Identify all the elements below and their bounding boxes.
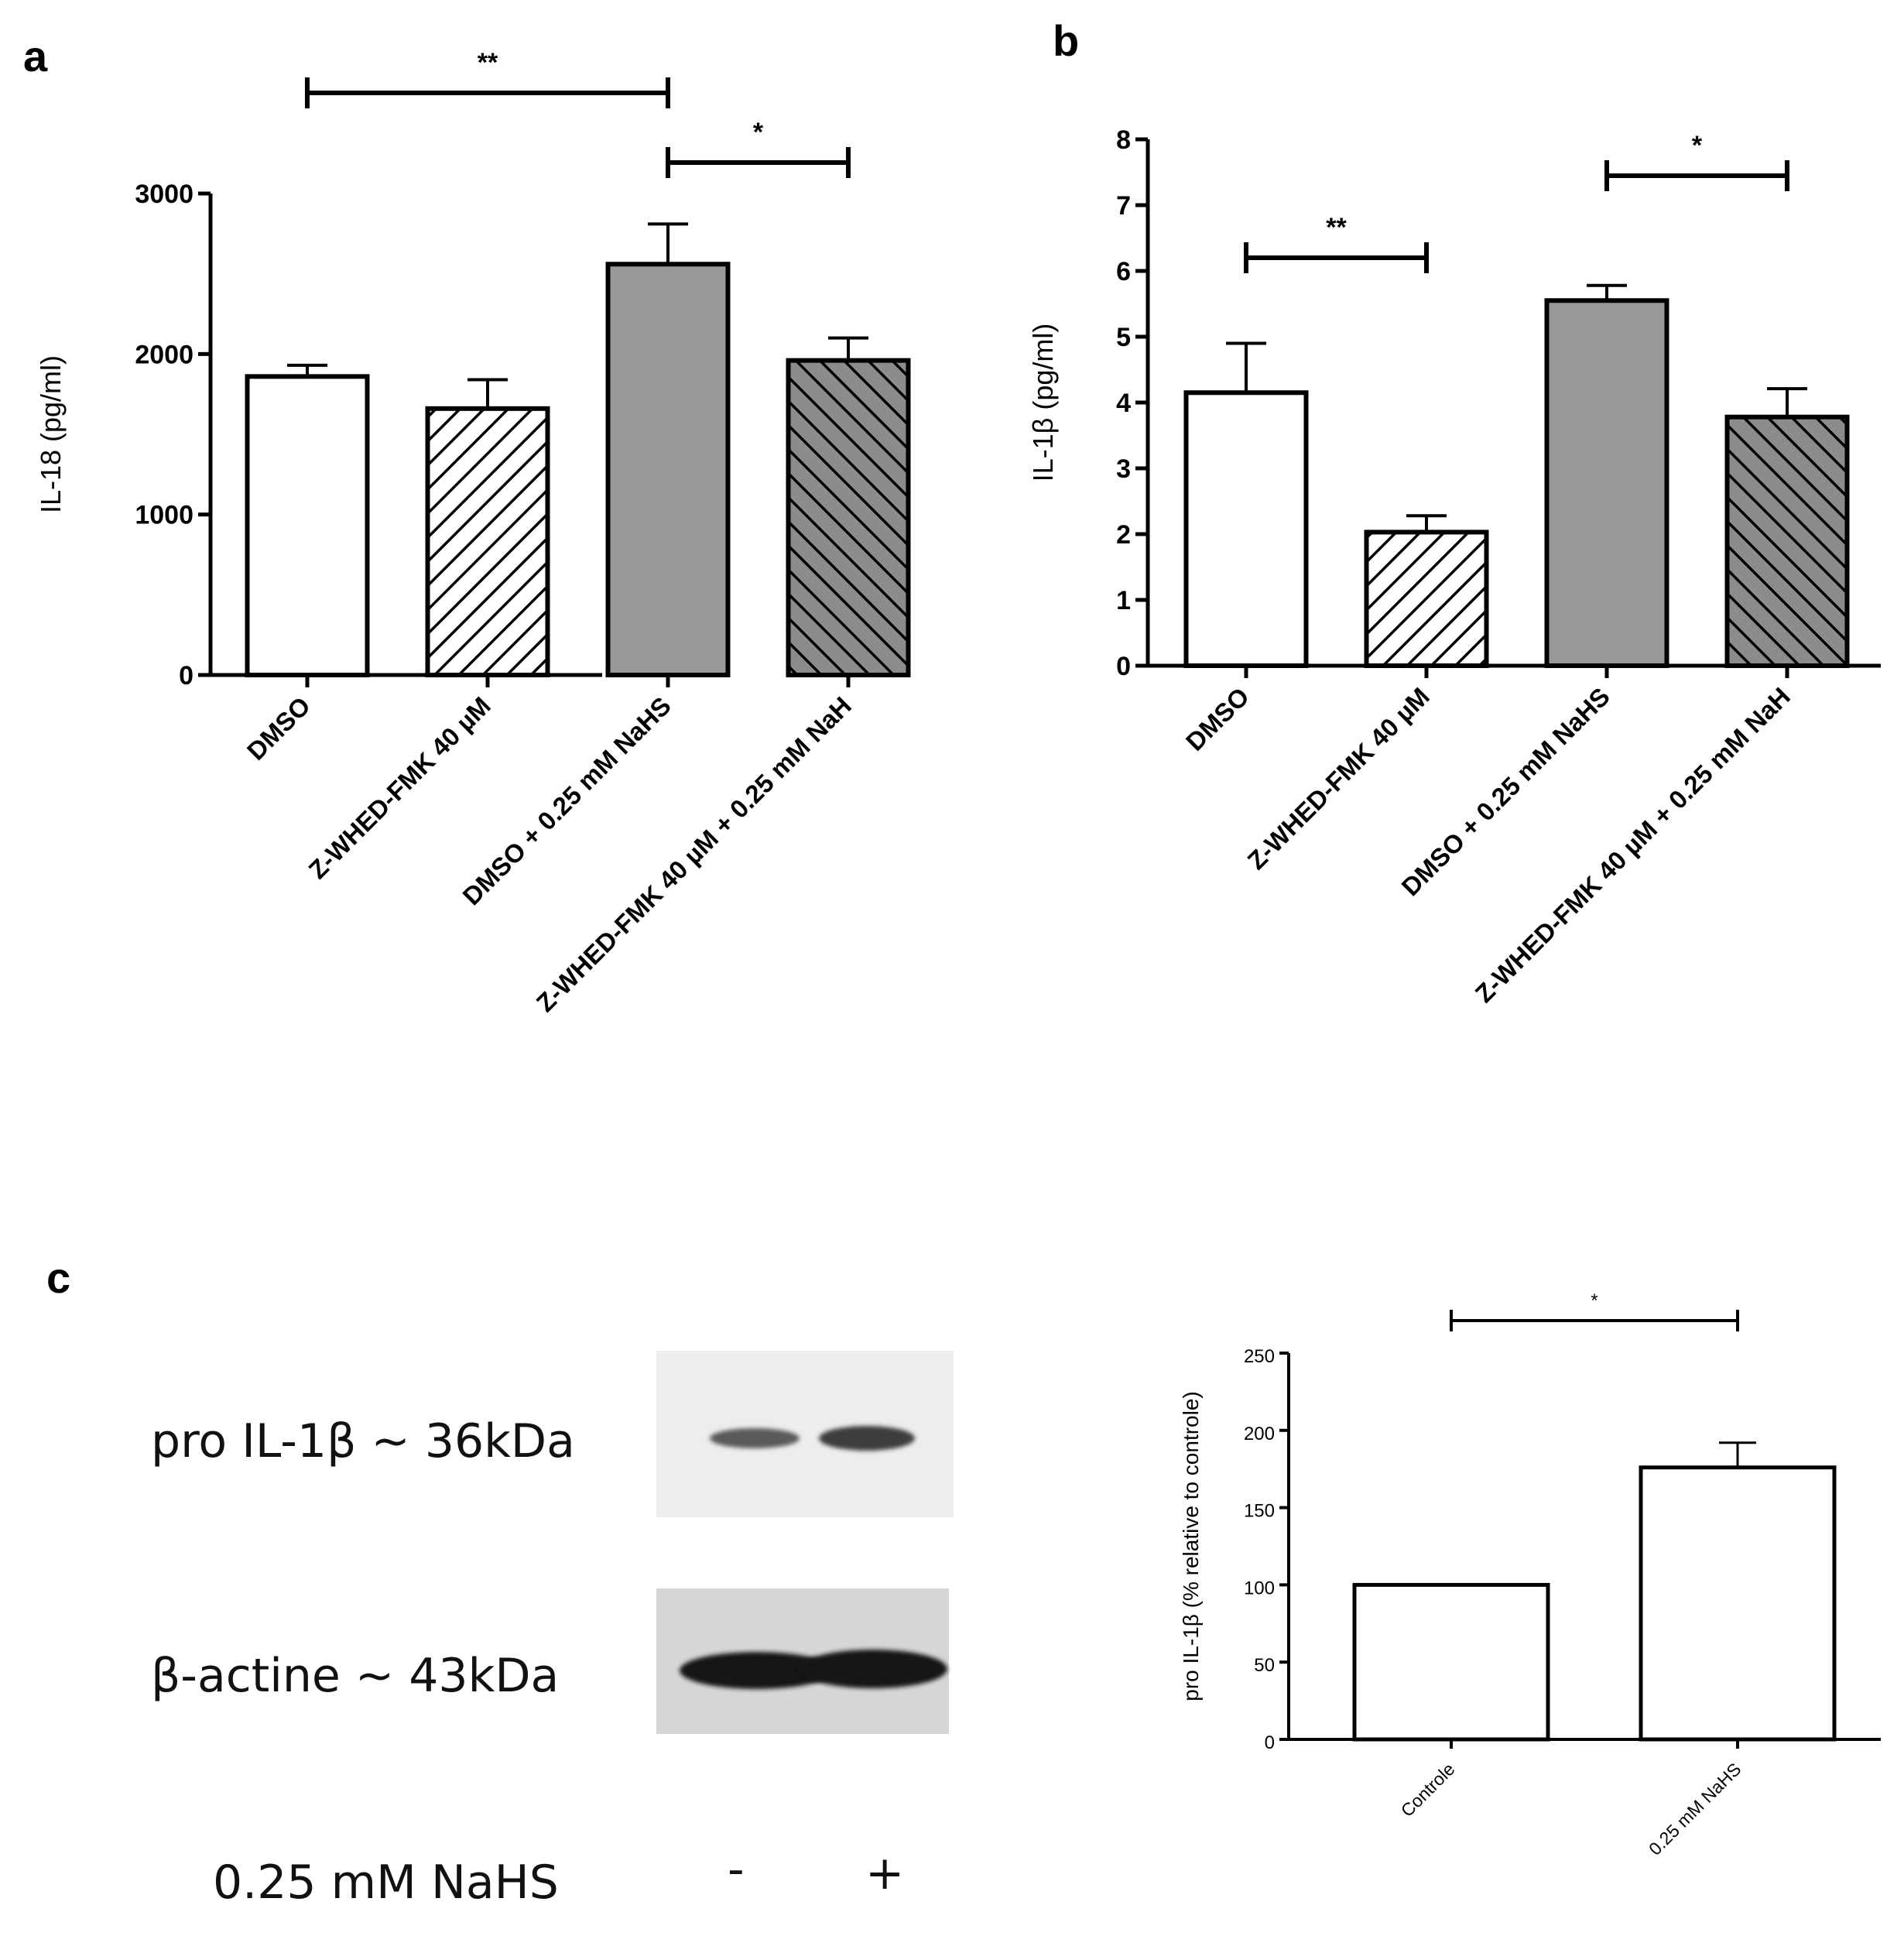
y-tick-label: 200 xyxy=(1244,1424,1275,1444)
bar xyxy=(605,262,731,677)
y-tick-label: 5 xyxy=(1116,323,1131,352)
blot-label-treatment: 0.25 mM NaHS xyxy=(213,1855,559,1910)
bar xyxy=(786,358,911,677)
category-label: DMSO + 0.25 mM NaHS xyxy=(1395,682,1615,902)
y-tick-label: 0 xyxy=(1265,1732,1275,1753)
bar xyxy=(1364,529,1489,669)
y-tick-label: 2 xyxy=(1116,520,1131,550)
y-tick-label: 0 xyxy=(1116,652,1131,681)
panel-letter-c: c xyxy=(46,1253,70,1302)
chart-c-pro-il1b: 0 50 100 150 200 250 pro IL-1β (% relative to … xyxy=(1179,1290,1881,1859)
category-label: Z-WHED-FMK 40 µM + 0.25 mM NaH xyxy=(531,691,857,1017)
category-label: DMSO xyxy=(1180,682,1255,756)
category-label: Z-WHED-FMK 40 µM + 0.25 mM NaH xyxy=(1470,682,1796,1008)
category-label: Z-WHED-FMK 40 µM xyxy=(1241,682,1435,875)
significance-label: * xyxy=(1591,1290,1598,1311)
blot-label-pro-il1b: pro IL-1β ~ 36kDa xyxy=(151,1414,575,1468)
significance-label: ** xyxy=(478,48,498,77)
category-label: DMSO + 0.25 mM NaHS xyxy=(457,691,676,911)
significance-label: ** xyxy=(1326,213,1347,242)
bar xyxy=(1724,414,1850,668)
y-tick-label: 6 xyxy=(1116,257,1131,286)
blot-lane-plus: + xyxy=(865,1846,904,1900)
y-tick-label: 1 xyxy=(1116,586,1131,615)
y-tick-label: 4 xyxy=(1116,389,1131,418)
y-tick-label: 250 xyxy=(1244,1346,1275,1367)
y-tick-label: 1000 xyxy=(135,501,193,530)
y-axis-title: pro IL-1β (% relative to controle) xyxy=(1179,1391,1203,1701)
panel-letter-b: b xyxy=(1053,16,1079,65)
blot-band-pro-il1b-plus xyxy=(819,1426,915,1451)
bar xyxy=(245,374,370,677)
bar xyxy=(1639,1465,1837,1742)
category-label: 0.25 mM NaHS xyxy=(1645,1759,1745,1859)
y-tick-label: 3000 xyxy=(135,180,193,209)
bar xyxy=(1352,1582,1550,1742)
y-tick-label: 8 xyxy=(1116,125,1131,155)
y-tick-label: 7 xyxy=(1116,191,1131,221)
y-tick-label: 2000 xyxy=(135,340,193,369)
blot-band-pro-il1b-minus xyxy=(710,1428,800,1448)
significance-label: * xyxy=(753,118,764,147)
y-tick-label: 0 xyxy=(179,661,193,690)
y-tick-label: 100 xyxy=(1244,1578,1275,1598)
y-axis-title: IL-1β (pg/ml) xyxy=(1027,324,1059,482)
blot-label-actin: β-actine ~ 43kDa xyxy=(151,1649,559,1703)
blot-lane-minus: - xyxy=(728,1842,745,1897)
blot-band-actin-plus xyxy=(799,1650,947,1688)
category-label: DMSO xyxy=(241,691,316,766)
y-tick-label: 150 xyxy=(1244,1501,1275,1522)
significance-label: * xyxy=(1692,131,1703,160)
panel-letter-a: a xyxy=(23,32,48,81)
bar xyxy=(1183,390,1309,668)
y-axis-title: IL-18 (pg/ml) xyxy=(35,355,67,513)
y-tick-label: 50 xyxy=(1254,1655,1275,1676)
western-blot: pro IL-1β ~ 36kDa β-actine ~ 43kDa 0.25 … xyxy=(151,1351,954,1910)
y-tick-label: 3 xyxy=(1116,454,1131,484)
category-label: Controle xyxy=(1397,1759,1459,1821)
bar xyxy=(425,406,550,677)
bar xyxy=(1544,298,1669,668)
category-label: Z-WHED-FMK 40 µM xyxy=(303,691,496,885)
blot-band-actin-minus xyxy=(680,1652,834,1689)
